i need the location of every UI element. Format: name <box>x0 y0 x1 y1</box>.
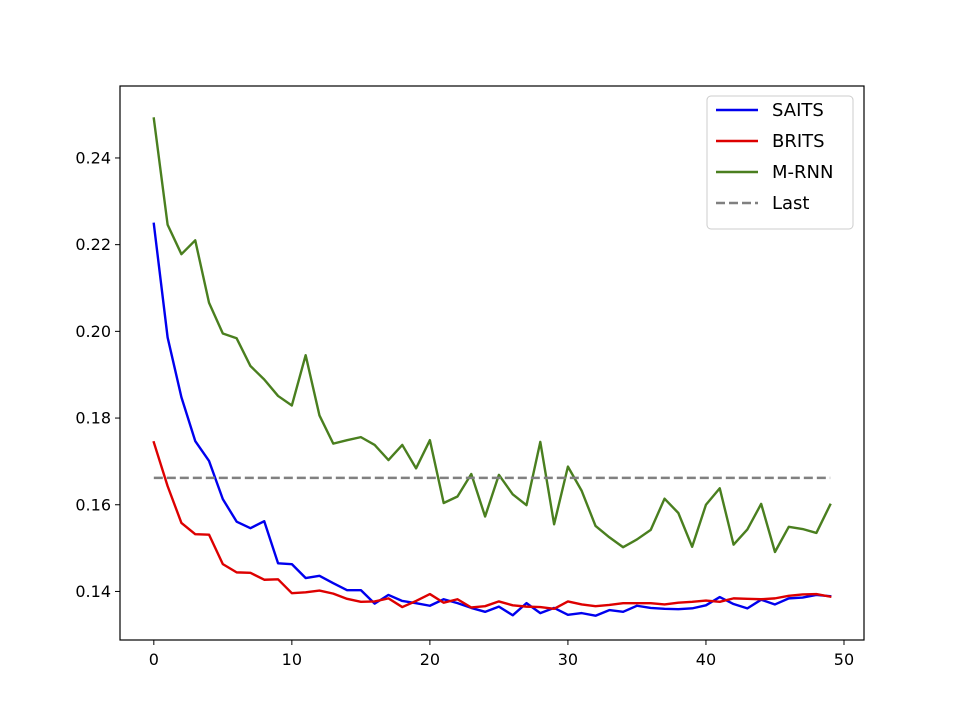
legend-label-last: Last <box>772 193 810 214</box>
y-tick-label: 0.20 <box>75 322 111 341</box>
y-tick-label: 0.18 <box>75 409 111 428</box>
x-axis: 0 10 20 30 40 50 <box>149 640 854 669</box>
x-tick-label: 40 <box>696 650 716 669</box>
y-tick-label: 0.24 <box>75 148 111 167</box>
y-tick-label: 0.22 <box>75 235 111 254</box>
x-tick-label: 20 <box>420 650 440 669</box>
legend: SAITS BRITS M-RNN Last <box>706 95 854 230</box>
plot-lines <box>152 117 832 617</box>
y-axis: 0.14 0.16 0.18 0.20 0.22 0.24 <box>75 148 120 601</box>
x-tick-label: 10 <box>282 650 302 669</box>
series-line-brits <box>152 440 832 610</box>
axes-frame <box>119 85 865 641</box>
legend-label-saits: SAITS <box>772 100 824 121</box>
legend-label-m-rnn: M-RNN <box>772 162 833 183</box>
y-tick-label: 0.14 <box>75 582 111 601</box>
x-tick-label: 30 <box>558 650 578 669</box>
y-tick-label: 0.16 <box>75 495 111 514</box>
series-line-saits <box>152 222 832 617</box>
legend-label-brits: BRITS <box>772 131 825 152</box>
series-line-m-rnn <box>152 117 832 554</box>
x-tick-label: 0 <box>149 650 159 669</box>
x-tick-label: 50 <box>834 650 854 669</box>
legend-box <box>706 95 854 230</box>
